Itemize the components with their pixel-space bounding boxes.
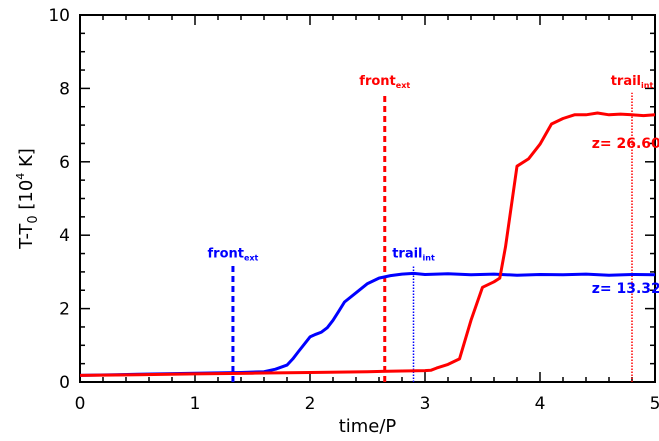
- y-axis-label-unit: K]: [16, 148, 37, 173]
- x-tick-label: 5: [650, 394, 659, 414]
- y-axis-label: T-T0 [104 K]: [14, 148, 41, 250]
- series-line: [79, 111, 656, 377]
- y-axis-label-exponent: 4: [14, 173, 27, 180]
- marker-label: trailint: [611, 74, 654, 90]
- y-tick-label: 0: [59, 373, 70, 393]
- series-annotations: z= 26.60 z= 13.32: [592, 136, 659, 297]
- series-annotation: z= 26.60: [592, 136, 659, 152]
- y-axis-label-main-sub: 0: [26, 215, 41, 223]
- data-series: [79, 111, 656, 377]
- x-tick-label: 0: [75, 394, 86, 414]
- y-tick-label: 10: [48, 6, 70, 26]
- series-line: [79, 271, 656, 377]
- y-tick-label: 2: [59, 300, 70, 320]
- x-tick-label: 2: [305, 394, 316, 414]
- plot-frame: [79, 14, 656, 383]
- x-tick-label: 3: [420, 394, 431, 414]
- marker-label: frontext: [359, 74, 410, 90]
- x-tick-label: 4: [535, 394, 546, 414]
- axis-ticks: [79, 14, 656, 383]
- event-markers: frontext trailint frontext trailint: [208, 74, 654, 382]
- marker-label: trailint: [392, 246, 435, 262]
- x-axis-label: time/P: [339, 416, 397, 437]
- y-tick-label: 8: [59, 79, 70, 99]
- y-tick-label: 4: [59, 226, 70, 246]
- y-tick-label: 6: [59, 153, 70, 173]
- y-axis-label-open: [10: [16, 180, 37, 216]
- marker-label: frontext: [208, 246, 259, 262]
- series-annotation: z= 13.32: [592, 281, 659, 297]
- axis-tick-labels: 0 1 2 3 4 5 0 2 4 6 8 10: [48, 6, 659, 414]
- x-tick-label: 1: [190, 394, 201, 414]
- y-axis-label-main: T-T: [16, 223, 37, 250]
